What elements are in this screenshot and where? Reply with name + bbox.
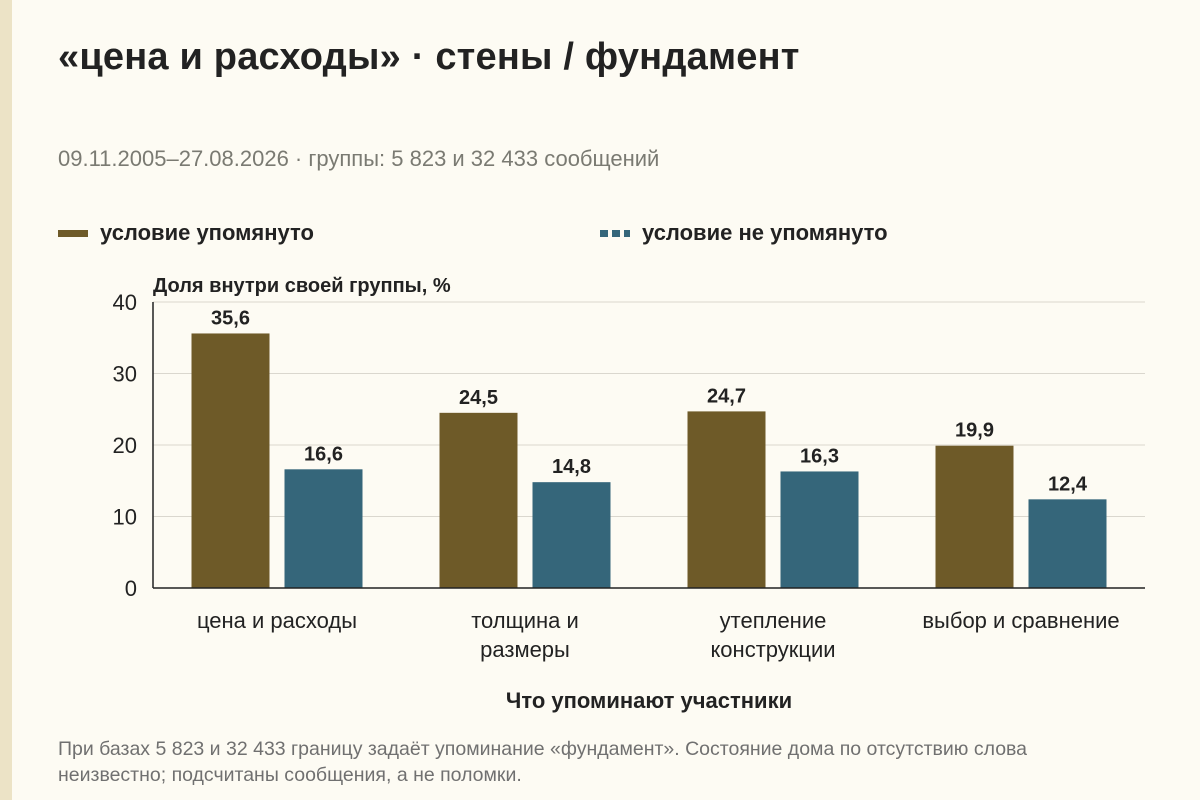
- x-axis-title: Что упоминают участники: [506, 688, 792, 713]
- bar-not-mentioned: [284, 469, 363, 588]
- legend-label-not-mentioned: условие не упомянуто: [642, 220, 888, 245]
- y-tick-label: 0: [125, 576, 137, 601]
- y-axis-title: Доля внутри своей группы, %: [153, 275, 451, 297]
- y-tick-label: 40: [113, 290, 137, 315]
- legend-label-mentioned: условие упомянуто: [100, 220, 314, 245]
- data-label-mentioned: 24,5: [459, 387, 498, 409]
- chart-title: «цена и расходы» · стены / фундамент: [58, 36, 800, 78]
- bar-not-mentioned: [780, 471, 859, 588]
- y-tick-label: 10: [113, 505, 137, 530]
- x-tick-label: утепление: [720, 608, 827, 633]
- data-label-not-mentioned: 16,3: [800, 445, 839, 467]
- bar-not-mentioned: [1028, 499, 1107, 588]
- x-tick-label: размеры: [480, 637, 570, 662]
- y-tick-label: 30: [113, 362, 137, 387]
- bar-not-mentioned: [532, 482, 611, 588]
- left-accent-stripe: [0, 0, 12, 800]
- data-label-mentioned: 19,9: [955, 420, 994, 442]
- bar-mentioned: [191, 333, 270, 588]
- x-tick-label: цена и расходы: [197, 608, 357, 633]
- legend-swatch-not-mentioned: [600, 229, 630, 237]
- data-label-mentioned: 24,7: [707, 385, 746, 407]
- footnote: При базах 5 823 и 32 433 границу задаёт …: [58, 738, 1028, 786]
- x-tick-label: толщина и: [471, 608, 579, 633]
- data-label-not-mentioned: 14,8: [552, 456, 591, 478]
- labels-layer: 0 10 20 30 40 35,6 16,6 цена и расходы 24,5 14,8 т…: [113, 290, 1120, 662]
- chart-subtitle: 09.11.2005–27.08.2026 · группы: 5 823 и …: [58, 146, 660, 171]
- bar-mentioned: [439, 412, 518, 588]
- data-label-not-mentioned: 16,6: [304, 443, 343, 465]
- legend-swatch-mentioned: [58, 229, 88, 237]
- x-tick-label: конструкции: [710, 637, 835, 662]
- data-label-not-mentioned: 12,4: [1048, 473, 1088, 495]
- legend-item-not-mentioned: условие не упомянуто: [600, 220, 888, 246]
- bar-mentioned: [935, 445, 1014, 588]
- data-label-mentioned: 35,6: [211, 307, 250, 329]
- x-tick-label: выбор и сравнение: [922, 608, 1119, 633]
- bar-mentioned: [687, 411, 766, 588]
- y-tick-label: 20: [113, 433, 137, 458]
- legend-item-mentioned: условие упомянуто: [58, 220, 314, 246]
- bars-layer: [191, 333, 1107, 588]
